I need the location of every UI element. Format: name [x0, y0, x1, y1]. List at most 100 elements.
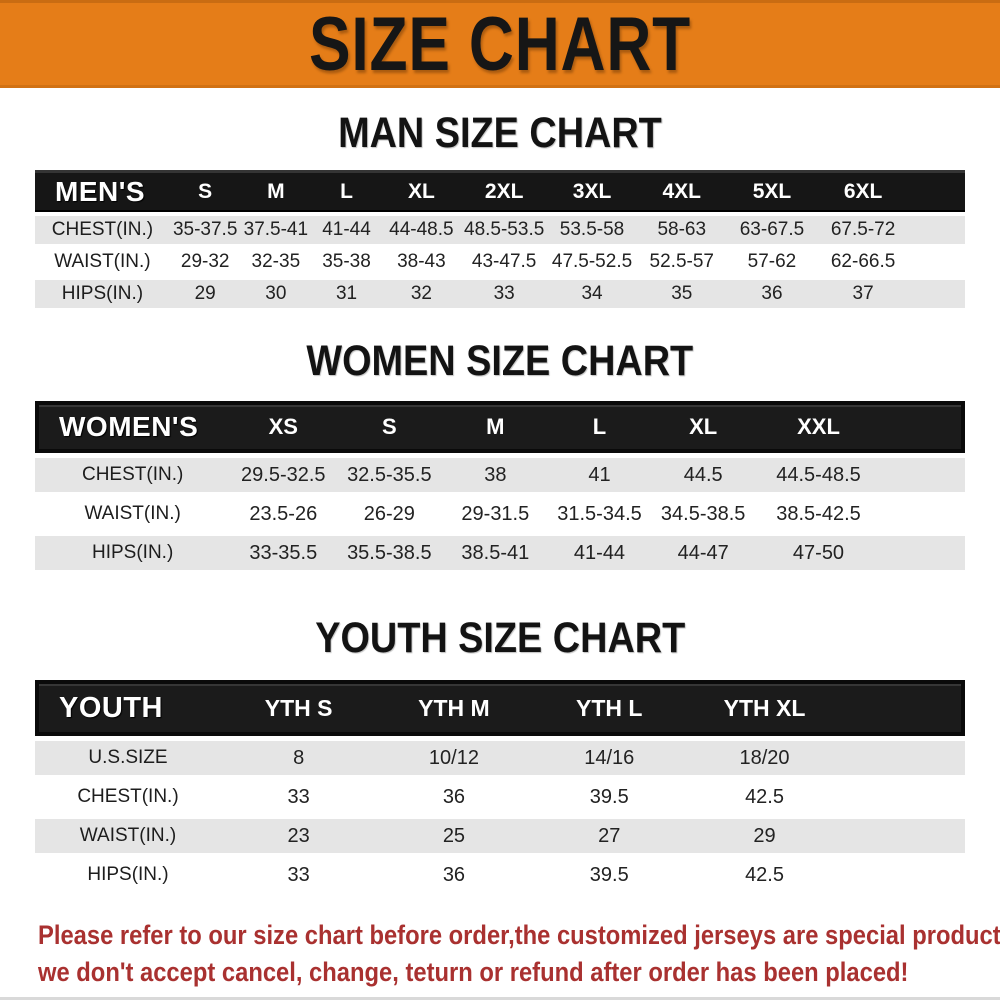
- spacer-cell: [881, 458, 965, 492]
- row-label-cell: U.S.SIZE: [35, 741, 221, 775]
- men-col-l: L: [311, 170, 382, 212]
- spacer-cell: [881, 401, 965, 453]
- value-cell: 42.5: [745, 863, 784, 886]
- value-cell: 44.5: [650, 458, 756, 492]
- bottom-edge-line: [0, 997, 1000, 1000]
- value-cell: 35: [636, 280, 727, 308]
- youth-header-row: YOUTH YTH S YTH M YTH L YTH XL: [35, 680, 965, 736]
- value-cell: 14/16: [531, 741, 687, 775]
- value-cell: 53.5-58: [547, 216, 637, 244]
- men-col-3xl: 3XL: [547, 170, 637, 212]
- value-cell: 34: [547, 280, 637, 308]
- women-section-heading: WOMEN SIZE CHART: [0, 338, 1000, 384]
- value-cell: 37.5-41: [240, 216, 312, 244]
- value-cell: 41-44: [548, 536, 651, 570]
- value-cell: 39.5: [589, 863, 629, 886]
- women-col-s: S: [336, 401, 443, 453]
- spacer-cell: [881, 497, 965, 531]
- women-col-xs: XS: [230, 401, 337, 453]
- row-label-cell: HIPS(IN.): [35, 280, 170, 308]
- men-header-row: MEN'S S M L XL 2XL 3XL 4XL 5XL 6XL: [35, 170, 965, 212]
- spacer-cell: [842, 780, 965, 814]
- row-label-cell: WAIST(IN.): [84, 503, 181, 524]
- youth-col-s: YTH S: [221, 680, 377, 736]
- value-cell: 33: [460, 280, 548, 308]
- value-cell: 41: [548, 458, 651, 492]
- value-cell: 38.5-42.5: [776, 502, 861, 525]
- men-chest-row: CHEST(IN.) 35-37.5 37.5-41 41-44 44-48.5…: [35, 216, 965, 244]
- men-col-xl: XL: [381, 170, 461, 212]
- value-cell: 52.5-57: [649, 251, 714, 272]
- youth-col-l: YTH L: [531, 680, 687, 736]
- value-cell: 23: [221, 819, 377, 853]
- value-cell: 34.5-38.5: [660, 502, 746, 525]
- footer-note: Please refer to our size chart before or…: [38, 917, 1000, 991]
- value-cell: 58-63: [636, 216, 727, 244]
- spacer-cell: [842, 858, 965, 892]
- men-col-s: S: [169, 170, 241, 212]
- women-heading-text: WOMEN SIZE CHART: [306, 337, 694, 385]
- men-hips-row: HIPS(IN.) 29 30 31 32 33 34 35 36 37: [35, 280, 965, 308]
- value-cell: 27: [531, 819, 687, 853]
- women-size-table: WOMEN'S XS S M L XL XXL CHEST(IN.) 29.5-…: [35, 396, 965, 575]
- men-heading-text: MAN SIZE CHART: [338, 109, 662, 157]
- value-cell: 35.5-38.5: [336, 536, 443, 570]
- value-cell: 38.5-41: [442, 536, 549, 570]
- spacer-cell: [842, 741, 965, 775]
- value-cell: 57-62: [747, 251, 797, 272]
- men-col-4xl: 4XL: [636, 170, 727, 212]
- women-col-l: L: [548, 401, 651, 453]
- banner-title: SIZE CHART: [308, 1, 692, 87]
- value-cell: 62-66.5: [830, 251, 896, 272]
- women-waist-row: WAIST(IN.) 23.5-26 26-29 29-31.5 31.5-34…: [35, 497, 965, 531]
- value-cell: 32.5-35.5: [336, 458, 443, 492]
- women-section: WOMEN SIZE CHART WOMEN'S XS S M L XL XXL…: [0, 338, 1000, 575]
- youth-waist-row: WAIST(IN.) 23 25 27 29: [35, 819, 965, 853]
- spacer-cell: [842, 680, 965, 736]
- men-col-6xl: 6XL: [817, 170, 910, 212]
- women-hips-row: HIPS(IN.) 33-35.5 35.5-38.5 38.5-41 41-4…: [35, 536, 965, 570]
- value-cell: 44.5-48.5: [755, 458, 882, 492]
- value-cell: 39.5: [589, 785, 629, 808]
- value-cell: 30: [240, 280, 312, 308]
- value-cell: 29-32: [180, 251, 230, 272]
- value-cell: 33-35.5: [230, 536, 337, 570]
- women-header-row: WOMEN'S XS S M L XL XXL: [35, 401, 965, 453]
- men-size-table: MEN'S S M L XL 2XL 3XL 4XL 5XL 6XL CHEST…: [35, 166, 965, 312]
- value-cell: 10/12: [376, 741, 532, 775]
- value-cell: 32: [381, 280, 461, 308]
- value-cell: 67.5-72: [817, 216, 910, 244]
- row-label-cell: WAIST(IN.): [54, 251, 151, 272]
- row-label-cell: CHEST(IN.): [35, 458, 231, 492]
- value-cell: 38: [442, 458, 549, 492]
- women-chest-row: CHEST(IN.) 29.5-32.5 32.5-35.5 38 41 44.…: [35, 458, 965, 492]
- men-header-label: MEN'S: [35, 170, 170, 212]
- men-col-m: M: [240, 170, 312, 212]
- men-section-heading: MAN SIZE CHART: [0, 110, 1000, 156]
- youth-size-table: YOUTH YTH S YTH M YTH L YTH XL U.S.SIZE …: [35, 675, 965, 897]
- value-cell: 29.5-32.5: [230, 458, 337, 492]
- value-cell: 44-47: [650, 536, 756, 570]
- men-section: MAN SIZE CHART MEN'S S M L XL 2XL 3XL 4X…: [0, 110, 1000, 312]
- value-cell: 25: [376, 819, 532, 853]
- youth-col-xl: YTH XL: [686, 680, 843, 736]
- row-label-cell: HIPS(IN.): [35, 536, 231, 570]
- women-header-label: WOMEN'S: [35, 401, 231, 453]
- youth-ussize-row: U.S.SIZE 8 10/12 14/16 18/20: [35, 741, 965, 775]
- spacer-cell: [909, 170, 965, 212]
- row-label-cell: HIPS(IN.): [87, 864, 169, 885]
- value-cell: 37: [817, 280, 910, 308]
- row-label-cell: CHEST(IN.): [77, 786, 179, 807]
- footer-line-1: Please refer to our size chart before or…: [38, 920, 1000, 950]
- value-cell: 8: [221, 741, 377, 775]
- value-cell: 26-29: [363, 502, 415, 525]
- value-cell: 36: [442, 863, 466, 886]
- men-waist-row: WAIST(IN.) 29-32 32-35 35-38 38-43 43-47…: [35, 248, 965, 276]
- women-col-m: M: [442, 401, 549, 453]
- value-cell: 31.5-34.5: [557, 502, 642, 525]
- value-cell: 35-37.5: [169, 216, 241, 244]
- youth-header-label: YOUTH: [35, 680, 221, 736]
- value-cell: 29-31.5: [461, 502, 530, 525]
- women-col-xl: XL: [650, 401, 756, 453]
- spacer-cell: [909, 216, 965, 244]
